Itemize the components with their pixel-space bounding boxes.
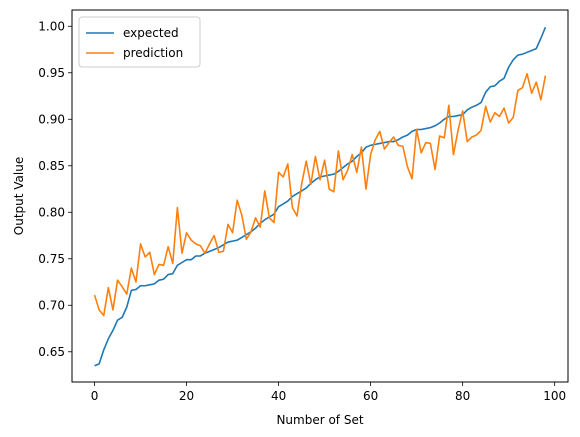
x-tick-label: 20	[179, 389, 194, 403]
y-tick-label: 0.85	[38, 159, 65, 173]
legend-label-expected: expected	[123, 26, 179, 40]
series-line-prediction	[93, 72, 547, 317]
y-axis-label: Output Value	[12, 157, 26, 235]
y-tick-label: 0.75	[38, 252, 65, 266]
y-tick-label: 0.70	[38, 298, 65, 312]
y-tick-label: 1.00	[38, 19, 65, 33]
axes-frame	[71, 9, 569, 383]
y-axis-ticks: 0.65 0.70 0.75 0.80 0.85 0.90 0.95 1.00	[38, 19, 72, 359]
y-tick-label: 0.65	[38, 345, 65, 359]
x-tick-label: 60	[363, 389, 378, 403]
x-tick-label: 0	[91, 389, 99, 403]
x-tick-label: 40	[271, 389, 286, 403]
x-axis-label: Number of Set	[276, 413, 363, 427]
y-tick-label: 0.90	[38, 112, 65, 126]
y-tick-label: 0.95	[38, 66, 65, 80]
plot-layer	[93, 26, 547, 367]
legend-box	[78, 16, 201, 68]
x-axis-ticks: 0 20 40 60 80 100	[91, 382, 566, 403]
legend: expected prediction	[78, 16, 201, 68]
y-tick-label: 0.80	[38, 205, 65, 219]
x-tick-label: 80	[455, 389, 470, 403]
x-tick-label: 100	[543, 389, 566, 403]
legend-label-prediction: prediction	[123, 46, 183, 60]
